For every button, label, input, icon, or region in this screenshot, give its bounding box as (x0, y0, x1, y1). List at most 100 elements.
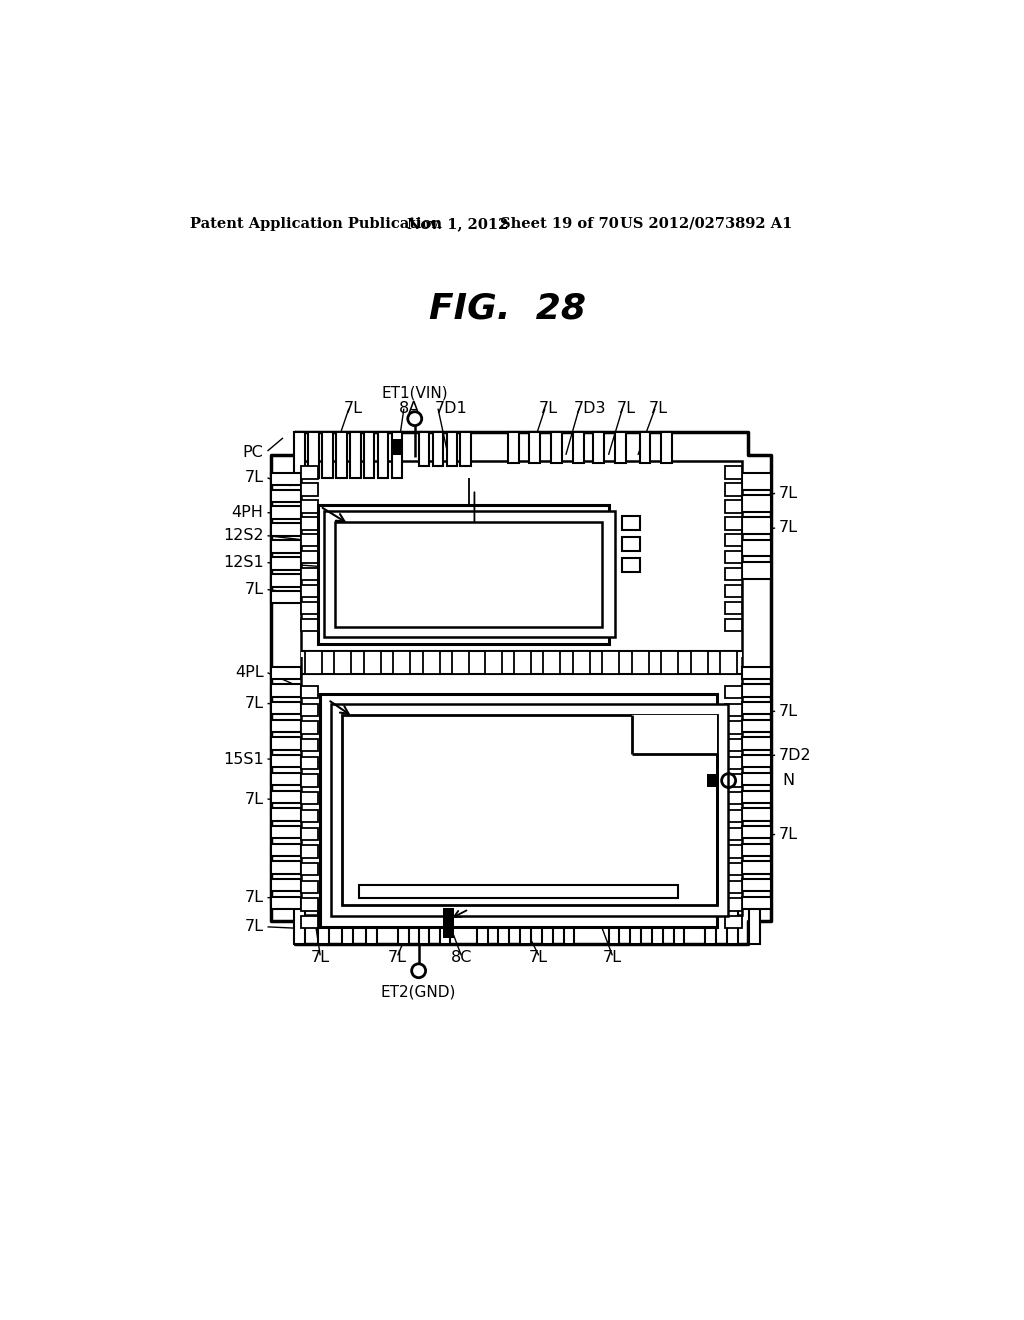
Bar (741, 808, 771, 821)
Bar (364, 651, 381, 675)
Bar (484, 651, 502, 675)
Bar (725, 845, 741, 858)
Bar (308, 432, 318, 478)
Bar (271, 774, 301, 785)
Bar (271, 591, 301, 603)
Text: 7L: 7L (245, 919, 263, 935)
Bar (514, 651, 531, 675)
Bar (741, 719, 771, 733)
Bar (301, 517, 317, 529)
Bar (741, 562, 771, 579)
Bar (271, 791, 301, 803)
Bar (551, 432, 562, 462)
Bar (706, 902, 716, 944)
Bar (301, 651, 741, 657)
Bar (294, 902, 305, 944)
Bar (690, 651, 708, 675)
Bar (301, 775, 317, 787)
Bar (342, 902, 352, 944)
Bar (725, 775, 741, 787)
Bar (725, 810, 741, 822)
Bar (674, 902, 684, 944)
Text: 7L: 7L (779, 704, 798, 719)
Bar (349, 432, 360, 478)
Bar (749, 902, 760, 944)
Bar (741, 843, 771, 857)
Bar (508, 432, 518, 462)
Bar (301, 739, 317, 751)
Bar (542, 902, 553, 944)
Bar (741, 540, 771, 557)
Text: 15S1: 15S1 (223, 751, 263, 767)
Bar (271, 574, 301, 586)
Bar (741, 667, 771, 678)
Text: 7L: 7L (539, 401, 558, 416)
Bar (301, 810, 317, 822)
Bar (529, 432, 541, 462)
Bar (725, 483, 741, 496)
Bar (301, 880, 317, 892)
Bar (725, 792, 741, 804)
Bar (397, 902, 409, 944)
Bar (623, 516, 640, 531)
Bar (301, 500, 317, 512)
Bar (305, 651, 322, 675)
Bar (432, 432, 443, 466)
Bar (725, 686, 741, 698)
Text: PC: PC (243, 445, 263, 461)
Bar (419, 902, 429, 944)
Bar (301, 721, 317, 734)
Bar (317, 504, 608, 644)
Bar (725, 899, 741, 911)
Bar (741, 702, 771, 714)
Bar (364, 432, 375, 478)
Bar (301, 828, 317, 840)
Text: 7D2: 7D2 (779, 747, 812, 763)
Bar (271, 719, 301, 733)
Bar (741, 755, 771, 767)
Bar (324, 511, 614, 638)
Text: 7L: 7L (245, 470, 263, 486)
Bar (335, 521, 602, 627)
Bar (271, 523, 301, 536)
Bar (423, 651, 439, 675)
Bar (725, 517, 741, 529)
Bar (623, 558, 640, 572)
Text: N: N (783, 774, 795, 788)
Bar (336, 432, 346, 478)
Bar (452, 651, 469, 675)
Text: 7L: 7L (616, 401, 635, 416)
Bar (477, 902, 487, 944)
Bar (271, 896, 301, 909)
Bar (720, 651, 737, 675)
Bar (439, 902, 451, 944)
Bar (301, 552, 317, 564)
Bar (301, 916, 317, 928)
Bar (271, 684, 301, 697)
Text: 7L: 7L (245, 696, 263, 711)
Bar (727, 902, 738, 944)
Text: 7L: 7L (779, 486, 798, 500)
Bar (725, 739, 741, 751)
Bar (725, 602, 741, 614)
Bar (725, 552, 741, 564)
Bar (630, 902, 641, 944)
Bar (725, 756, 741, 770)
Text: Nov. 1, 2012: Nov. 1, 2012 (407, 216, 508, 231)
Bar (662, 651, 678, 675)
Bar (741, 738, 771, 750)
Bar (741, 517, 771, 535)
Bar (391, 432, 402, 478)
Bar (608, 902, 620, 944)
Bar (725, 863, 741, 875)
Text: 7L: 7L (310, 950, 330, 965)
Bar (632, 715, 717, 754)
Bar (544, 651, 560, 675)
Bar (378, 432, 388, 478)
Bar (294, 432, 305, 478)
Text: US 2012/0273892 A1: US 2012/0273892 A1 (621, 216, 793, 231)
Bar (725, 619, 741, 631)
Bar (301, 792, 317, 804)
Bar (271, 862, 301, 874)
Bar (271, 540, 301, 553)
